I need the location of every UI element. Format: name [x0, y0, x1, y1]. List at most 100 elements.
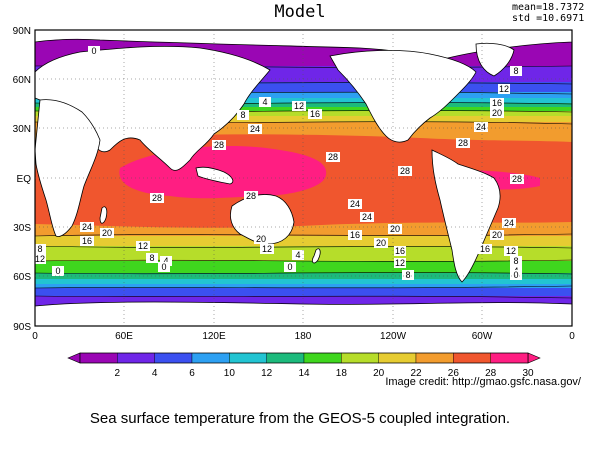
contour-label-text: 20	[492, 230, 502, 240]
contour-label-text: 0	[513, 270, 518, 280]
contour-label: 16	[394, 246, 406, 256]
contour-label-text: 24	[350, 199, 360, 209]
colorbar-label: 30	[522, 368, 534, 379]
colorbar-label: 26	[448, 368, 460, 379]
contour-label: 16	[80, 236, 94, 246]
colorbar-swatch	[341, 352, 379, 364]
lat-tick: 30N	[13, 124, 31, 135]
contour-label-text: 24	[362, 212, 372, 222]
lat-tick: 60S	[13, 272, 31, 283]
contour-label: 28	[244, 191, 258, 201]
contour-label	[440, 232, 452, 242]
contour-label: 28	[398, 166, 412, 176]
colorbar-swatch	[266, 352, 305, 364]
contour-label-text: 0	[91, 46, 96, 56]
colorbar-label: 2	[115, 368, 121, 379]
latitude-axis: 90N 60N 30N EQ 30S 60S 90S	[13, 26, 32, 333]
contour-label-text: 24	[250, 124, 260, 134]
colorbar-label: 20	[373, 368, 385, 379]
colorbar-swatch	[378, 352, 417, 364]
contour-label	[242, 110, 256, 120]
colorbar-swatch	[79, 352, 118, 364]
contour-label-text: 8	[240, 110, 245, 120]
contour-label: 20	[388, 224, 402, 234]
lat-tick: 60N	[13, 75, 31, 86]
contour-label: 24	[348, 199, 362, 209]
contour-label: 8	[510, 66, 522, 76]
contour-label: 24	[474, 122, 488, 132]
contour-label: 4	[292, 250, 304, 260]
contour-label: 20	[490, 108, 504, 118]
graticule	[35, 30, 572, 326]
lon-tick: 180	[295, 331, 312, 342]
contour-label-text: 16	[492, 98, 502, 108]
contour-label: 0	[158, 262, 170, 272]
lon-tick: 120E	[202, 331, 226, 342]
colorbar-left-arrow	[67, 352, 81, 364]
contour-label-text: 0	[287, 262, 292, 272]
contour-label: 0	[88, 46, 100, 56]
colorbar-swatch	[303, 352, 342, 364]
contour-label: 8	[402, 270, 414, 280]
lon-tick: 120W	[380, 331, 407, 342]
contour-label: 12	[498, 84, 510, 94]
colorbar-swatch	[191, 352, 230, 364]
contour-label-text: 0	[55, 266, 60, 276]
contour-label-text: 12	[395, 258, 405, 268]
contour-label-text: 12	[294, 101, 304, 111]
mean-value: mean=18.7372	[512, 2, 585, 13]
contour-label: 20	[490, 230, 504, 240]
contour-label: 28	[150, 193, 164, 203]
contour-label: 4	[160, 256, 172, 266]
contour-label-text: 0	[161, 262, 166, 272]
contour-label: 24	[360, 212, 374, 222]
lat-tick: 90S	[13, 322, 31, 333]
contour-label-text: 8	[405, 270, 410, 280]
contour-label: 20	[374, 238, 388, 248]
colorbar-right-arrow	[527, 352, 541, 364]
contour-label-text: 4	[163, 256, 168, 266]
figure-caption: Sea surface temperature from the GEOS-5 …	[89, 410, 511, 427]
contour-label: 8	[146, 253, 158, 263]
contour-label: 16	[490, 98, 504, 108]
contour-label: 24	[248, 124, 262, 134]
contour-label-text: 24	[476, 122, 486, 132]
colorbar-swatch	[490, 352, 529, 364]
contour-label: 16	[348, 230, 362, 240]
contour-label: 24	[502, 218, 516, 228]
contour-label: 12	[504, 246, 518, 256]
contour-label-text: 4	[295, 250, 300, 260]
lat-tick: 90N	[13, 26, 31, 37]
contour-label-text: 28	[512, 174, 522, 184]
contour-label: 0	[510, 270, 522, 280]
contour-label-text: 8	[513, 256, 518, 266]
lat-tick: 30S	[13, 223, 31, 234]
contour-label-text: 12	[499, 84, 509, 94]
contour-label: 12	[292, 101, 306, 111]
contour-label-text: 8	[513, 66, 518, 76]
contour-label-text: 12	[138, 241, 148, 251]
contour-label: 8	[510, 256, 522, 266]
contour-label: 12	[136, 241, 150, 251]
contour-label: 28	[510, 174, 524, 184]
contour-label-text: 20	[492, 108, 502, 118]
contour-label-text: 16	[350, 230, 360, 240]
contour-label-text: 20	[256, 234, 266, 244]
contour-label: 12	[260, 244, 274, 254]
lat-tick: EQ	[17, 174, 32, 185]
longitude-axis: 0 60E 120E 180 120W 60W 0	[32, 331, 575, 342]
contour-label: 8	[237, 110, 249, 120]
contour-label-text: 20	[390, 224, 400, 234]
colorbar-label: 12	[261, 368, 273, 379]
contour-label: 28	[456, 138, 470, 148]
contour-label-text: 16	[480, 244, 490, 254]
contour-label-text: 16	[310, 109, 320, 119]
contour-label-text: 28	[214, 140, 224, 150]
colorbar-label: 4	[152, 368, 158, 379]
colorbar-swatch	[229, 352, 267, 364]
lon-tick: 60W	[472, 331, 493, 342]
colorbar-label: 14	[298, 368, 310, 379]
colorbar: 2 4 6 10 12 14 18 20 22 26 28 30	[67, 352, 541, 379]
contour-label: 8	[34, 244, 46, 254]
std-value: std =10.6971	[512, 13, 585, 24]
